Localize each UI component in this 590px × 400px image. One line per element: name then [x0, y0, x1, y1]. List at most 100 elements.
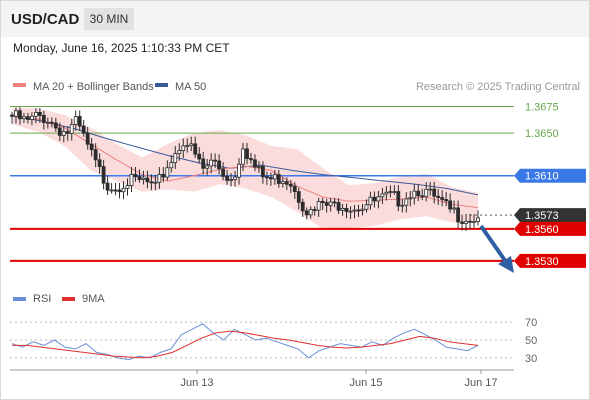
candle-body [137, 176, 142, 180]
candle-body [85, 132, 90, 145]
candle-body [261, 165, 265, 178]
candle-body [336, 202, 341, 211]
candle-body [324, 202, 329, 206]
candle-body [61, 131, 66, 136]
credit-label: Research © 2025 Trading Central [416, 81, 580, 93]
candle-body [384, 191, 389, 195]
candle-body [37, 112, 42, 116]
candle-body [177, 150, 182, 154]
candle-body [153, 181, 158, 184]
candle-body [233, 176, 237, 180]
candle-body [185, 145, 190, 147]
candle-body [408, 197, 413, 200]
candle-body [265, 176, 269, 179]
candle-body [241, 148, 245, 165]
candle-body [22, 116, 26, 120]
candle-body [352, 209, 357, 212]
candle-body [424, 188, 429, 198]
candle-body [372, 196, 377, 202]
candle-body [404, 198, 409, 206]
candle-body [229, 179, 233, 181]
levels [10, 106, 514, 262]
candle-body [181, 145, 186, 152]
rsi-ma-legend-label: 9MA [82, 293, 105, 305]
candle-body [221, 168, 225, 177]
level-label-1-3650: 1.3650 [525, 128, 559, 140]
candle-body [121, 187, 126, 193]
candle-body [284, 181, 289, 185]
candle-body [45, 121, 50, 124]
candle-body [33, 112, 38, 117]
candle-body [161, 174, 166, 178]
candle-body [308, 209, 313, 216]
candle-body [10, 114, 14, 117]
candle-body [217, 160, 222, 170]
rsi-legend-label: RSI [33, 293, 51, 305]
candle-body [113, 189, 118, 192]
candle-body [53, 122, 58, 129]
candle-body [412, 190, 417, 199]
timestamp: Monday, June 16, 2025 1:10:33 PM CET [13, 41, 230, 55]
candle-body [69, 124, 74, 134]
candle-body [145, 177, 150, 183]
candle-body [193, 143, 198, 155]
candle-body [65, 131, 70, 134]
candle-body [129, 173, 134, 186]
candle-body [149, 181, 154, 184]
candle-body [197, 153, 202, 160]
candle-body [276, 174, 281, 184]
candle-body [57, 127, 62, 136]
moving-averages [12, 115, 479, 209]
candle-body [41, 115, 46, 123]
candle-body [18, 110, 22, 120]
candle-body [257, 165, 261, 168]
candle-body [30, 115, 34, 120]
candle-body [392, 191, 397, 193]
candle-body [356, 209, 361, 212]
candle-body [249, 158, 253, 161]
candle-body [169, 162, 174, 169]
ma20-legend-swatch [13, 83, 26, 87]
candle-body [253, 159, 257, 168]
candle-body [468, 220, 472, 223]
ma50-legend-swatch [155, 83, 168, 87]
candle-body [77, 116, 82, 127]
candle-body [81, 125, 86, 134]
bollinger-band [13, 107, 478, 229]
x-axis-labels: Jun 13 Jun 15 Jun 17 [180, 370, 498, 389]
candle-body [288, 183, 293, 187]
forecast-arrow [479, 224, 514, 273]
candle-body [396, 191, 401, 207]
candle-body [173, 153, 178, 163]
candle-body [400, 204, 405, 207]
price-tag-text: 1.3573 [525, 210, 559, 222]
candle-body [376, 196, 381, 202]
candle-body [360, 208, 365, 211]
candle-body [388, 191, 393, 193]
candle-body [444, 199, 449, 202]
candle-body [320, 200, 325, 203]
price-tag-text: 1.3560 [525, 224, 559, 236]
arrow-shaft [479, 224, 508, 264]
price-tag-1-3560: 1.3560 [514, 221, 586, 236]
candle-body [205, 165, 210, 169]
candle-body [312, 209, 317, 211]
candle-body [332, 201, 337, 204]
candle-body [157, 174, 162, 183]
candle-body [201, 158, 206, 169]
candle-body [344, 208, 349, 212]
candle-body [93, 149, 98, 161]
rsi-lines [11, 323, 479, 361]
candle-body [460, 221, 464, 224]
candle-body [432, 188, 437, 197]
price-tag-1-3610: 1.3610 [514, 168, 586, 183]
timeframe-button[interactable]: 30 MIN [84, 8, 134, 30]
arrow-head [498, 256, 514, 273]
candle-body [452, 207, 457, 210]
candle-body [133, 173, 138, 178]
candle-body [141, 177, 146, 180]
price-tag-text: 1.3530 [525, 256, 559, 268]
candle-body [225, 176, 229, 181]
candle-body [340, 208, 345, 211]
